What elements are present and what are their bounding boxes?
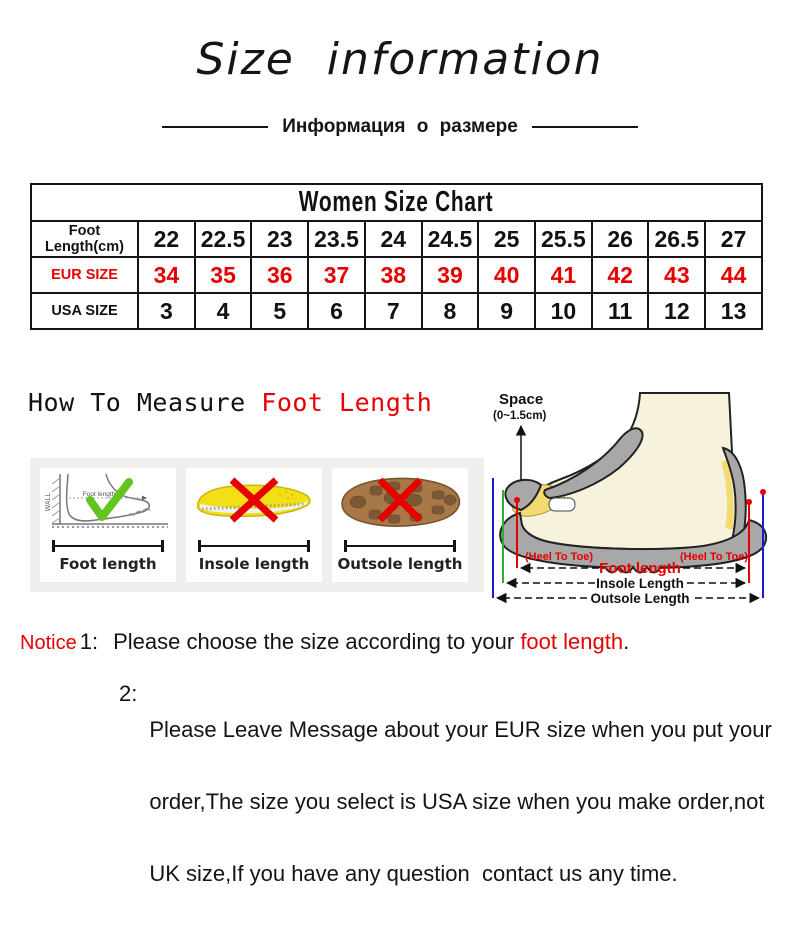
size-cell: 39: [420, 256, 480, 294]
notice-1-text-black: Please choose the size according to your: [113, 629, 521, 654]
notice-2-line: UK size,If you have any question contact…: [149, 861, 678, 886]
page-subtitle: Информация о размере: [282, 116, 518, 137]
size-cell: 6: [307, 292, 366, 330]
shoe-measurement-diagram: Space (0~1.5cm) (Heel To Toe) (Heel To T…: [492, 391, 768, 606]
insole-length-card: Insole length: [186, 468, 322, 582]
outsole-length-label: Outsole Length: [591, 591, 690, 606]
shoe-cross-section-illustration: [499, 392, 768, 574]
size-cell: 38: [363, 256, 423, 294]
wall-label: WALL: [45, 492, 52, 511]
size-cell: 34: [137, 256, 196, 294]
space-label: Space: [499, 391, 543, 408]
insole-length-label: Insole Length: [596, 576, 684, 591]
notice-2-number: 2:: [119, 681, 138, 706]
inner-foot-length-label: Foot length: [83, 491, 116, 498]
subtitle-rule-right: [531, 126, 638, 128]
foot-measure-illustration: WALL Foot length: [45, 473, 168, 528]
size-cell: 4: [193, 292, 253, 330]
size-cell: 22: [137, 220, 196, 258]
eur-size-row: EUR SIZE 34 35 36 37 38 39 40 41 42 43 4…: [30, 256, 763, 294]
subtitle-row: Информация о размере: [0, 116, 800, 138]
size-cell: 24.5: [420, 220, 480, 258]
heel-to-toe-right-label: (Heel To Toe): [680, 551, 748, 563]
measure-heading: How To Measure Foot Length: [28, 388, 432, 417]
size-cell: 26: [590, 220, 650, 258]
table-title: Women Size Chart: [299, 186, 494, 218]
card-caption: Outsole length: [337, 555, 463, 573]
measure-heading-red: Foot Length: [261, 388, 433, 417]
size-cell: 41: [534, 256, 593, 294]
notice-label: Notice: [20, 632, 77, 654]
size-cell: 44: [704, 256, 763, 294]
outsole-length-card: Outsole length: [332, 468, 468, 582]
subtitle-rule-left: [162, 126, 269, 128]
size-cell: 23.5: [307, 220, 366, 258]
size-cell: 36: [250, 256, 310, 294]
measure-line: [344, 540, 456, 552]
green-check-icon: [86, 478, 133, 521]
size-cell: 9: [477, 292, 537, 330]
insole-illustration: [197, 477, 311, 523]
row-label: USA SIZE: [30, 292, 139, 330]
red-cross-icon: [229, 477, 279, 523]
size-cell: 35: [193, 256, 253, 294]
size-cell: 8: [420, 292, 480, 330]
notice-1-text-period: .: [623, 629, 630, 654]
notice-1-text: Please choose the size according to your…: [113, 629, 629, 654]
heel-to-toe-left-label: (Heel To Toe): [525, 551, 593, 563]
red-cross-icon: [377, 477, 423, 523]
usa-size-row: USA SIZE 3 4 5 6 7 8 9 10 11 12 13: [30, 292, 763, 330]
row-label: EUR SIZE: [30, 256, 139, 294]
measurement-guides: [492, 424, 766, 604]
size-cell: 5: [250, 292, 310, 330]
measure-line: [198, 540, 310, 552]
table-header-row: Women Size Chart: [30, 183, 763, 222]
card-caption: Insole length: [198, 555, 310, 573]
row-label: Foot Length(cm): [30, 220, 139, 258]
foot-length-label: Foot length: [599, 560, 681, 577]
size-cell: 3: [137, 292, 196, 330]
outsole-illustration: [341, 477, 461, 527]
notice-item-1: Notice 1: Please choose the size according…: [20, 629, 629, 655]
space-range-label: (0~1.5cm): [493, 410, 547, 422]
size-cell: 23: [250, 220, 310, 258]
page-title: Size information: [196, 34, 604, 85]
notice-1-text-red: foot length: [520, 629, 624, 654]
size-cell: 24: [363, 220, 423, 258]
measure-line: [52, 540, 164, 552]
size-cell: 13: [704, 292, 763, 330]
size-cell: 22.5: [193, 220, 253, 258]
size-cell: 26.5: [647, 220, 707, 258]
size-cell: 7: [363, 292, 423, 330]
notice-1-number: 1:: [79, 629, 99, 654]
table-title-cell: Women Size Chart: [30, 183, 763, 222]
size-cell: 25: [477, 220, 537, 258]
notice-2-text: Please Leave Message about your EUR size…: [149, 676, 771, 928]
women-size-chart-table: Women Size Chart Foot Length(cm) 22 22.5…: [30, 183, 763, 330]
size-cell: 37: [307, 256, 366, 294]
size-cell: 43: [647, 256, 707, 294]
size-cell: 25.5: [534, 220, 593, 258]
size-information-page: { "title": "Size information", "subtitle…: [0, 34, 800, 886]
size-cell: 42: [590, 256, 650, 294]
notice-item-2: 2: Please Leave Message about your EUR s…: [119, 676, 772, 928]
card-caption: Foot length: [59, 555, 157, 573]
foot-length-card: WALL Foot length Foot length: [40, 468, 176, 582]
measure-heading-black: How To Measure: [28, 388, 262, 417]
notice-2-line: Please Leave Message about your EUR size…: [149, 717, 772, 742]
size-cell: 11: [590, 292, 650, 330]
foot-length-row: Foot Length(cm) 22 22.5 23 23.5 24 24.5 …: [30, 220, 763, 258]
notice-2-line: order,The size you select is USA size wh…: [149, 789, 765, 814]
size-cell: 12: [647, 292, 707, 330]
size-cell: 40: [477, 256, 537, 294]
size-cell: 27: [704, 220, 763, 258]
size-cell: 10: [534, 292, 593, 330]
measure-cards-band: WALL Foot length Foot length Insole leng…: [30, 458, 484, 592]
